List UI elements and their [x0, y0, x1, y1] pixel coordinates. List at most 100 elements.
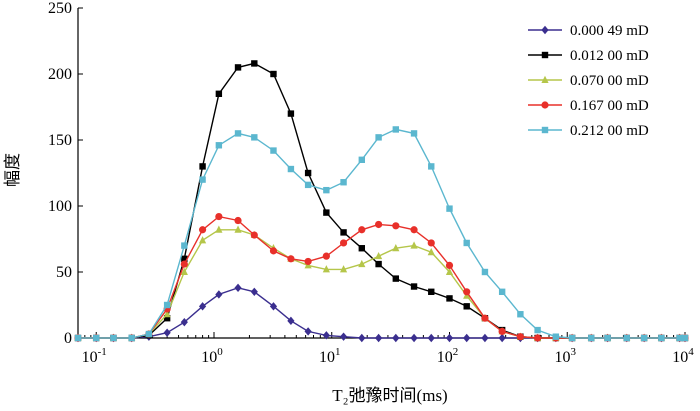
- data-point: [287, 165, 295, 173]
- legend-item: 0.012 00 mD: [528, 48, 649, 64]
- data-point: [410, 241, 418, 249]
- data-point: [481, 268, 489, 276]
- data-point: [481, 333, 489, 343]
- legend-item: 0.000 49 mD: [528, 23, 649, 39]
- data-point: [234, 283, 242, 293]
- data-point: [287, 316, 295, 326]
- data-point: [533, 334, 542, 342]
- series-4: [74, 212, 689, 342]
- data-point: [322, 252, 330, 260]
- y-axis-title: 幅度: [3, 153, 22, 187]
- data-point: [93, 334, 100, 342]
- data-point: [463, 303, 470, 310]
- data-point: [392, 244, 400, 252]
- data-point: [481, 314, 489, 322]
- legend-label: 0.212 00 mD: [570, 123, 649, 139]
- data-point: [181, 242, 188, 249]
- y-tick-label: 0: [64, 330, 72, 347]
- data-point: [428, 288, 435, 295]
- x-tick-base: 10: [82, 349, 98, 366]
- data-point: [270, 147, 277, 154]
- data-point: [198, 236, 207, 244]
- data-point: [445, 261, 454, 269]
- series-5: [74, 126, 689, 342]
- legend-marker: [541, 101, 549, 109]
- x-tick-label: 10-1: [82, 346, 107, 366]
- data-point: [269, 302, 278, 311]
- data-point: [163, 328, 171, 337]
- x-tick-base: 10: [672, 349, 688, 366]
- x-tick-label: 102: [437, 346, 459, 366]
- data-point: [681, 334, 689, 342]
- data-point: [676, 334, 683, 342]
- x-tick-base: 10: [554, 349, 570, 366]
- data-point: [322, 265, 330, 273]
- data-point: [604, 334, 611, 342]
- y-tick-label: 150: [48, 132, 72, 149]
- data-point: [163, 315, 171, 322]
- data-point: [339, 239, 348, 247]
- data-point: [163, 310, 171, 318]
- data-point: [498, 327, 506, 335]
- data-point: [392, 222, 400, 230]
- data-point: [270, 70, 277, 78]
- x-tick-label: 104: [672, 346, 694, 366]
- data-point: [339, 332, 348, 341]
- data-point: [410, 130, 418, 137]
- y-tick-label: 200: [48, 66, 72, 83]
- x-tick-exponent: 4: [688, 346, 694, 358]
- legend-marker: [541, 75, 549, 83]
- data-point: [234, 225, 242, 233]
- x-tick-base: 10: [437, 349, 453, 366]
- legend-label: 0.012 00 mD: [570, 48, 649, 64]
- x-tick-exponent: 2: [453, 346, 459, 358]
- data-point: [215, 290, 223, 299]
- y-tick-label: 250: [48, 0, 72, 17]
- data-point: [588, 334, 595, 342]
- data-point: [180, 317, 188, 327]
- data-point: [358, 333, 366, 343]
- data-point: [358, 259, 366, 268]
- series-3: [74, 225, 689, 341]
- legend-item: 0.212 00 mD: [528, 123, 649, 139]
- data-point: [340, 229, 347, 236]
- x-tick-base: 10: [319, 349, 335, 366]
- data-point: [375, 251, 383, 260]
- legend-marker: [541, 51, 549, 59]
- data-point: [375, 333, 383, 343]
- data-point: [498, 333, 506, 343]
- data-point: [552, 333, 560, 340]
- data-point: [516, 333, 524, 341]
- data-point: [446, 205, 453, 212]
- data-point: [392, 126, 400, 133]
- data-point: [445, 267, 454, 275]
- legend-marker: [541, 126, 549, 134]
- data-point: [304, 257, 312, 266]
- data-point: [180, 260, 188, 268]
- legend-label: 0.000 49 mD: [570, 23, 649, 39]
- data-point: [322, 331, 330, 340]
- data-point: [145, 330, 153, 338]
- series-line: [78, 229, 685, 339]
- x-tick-exponent: 3: [570, 346, 576, 358]
- x-axis: 10-1 100 101 102 103 104: [77, 332, 694, 366]
- x-tick-exponent: 1: [335, 346, 341, 358]
- data-point: [181, 255, 188, 262]
- x-tick-label: 101: [319, 346, 341, 366]
- x-tick-exponent: 0: [217, 346, 223, 358]
- data-point: [640, 334, 648, 342]
- data-point: [74, 334, 82, 342]
- data-point: [463, 333, 471, 343]
- x-tick-label: 100: [201, 346, 223, 366]
- data-point: [358, 226, 366, 234]
- data-point: [215, 212, 223, 221]
- data-point: [358, 156, 366, 163]
- data-point: [269, 247, 278, 255]
- data-point: [463, 239, 470, 247]
- data-point: [304, 181, 312, 189]
- data-point: [304, 327, 312, 336]
- y-axis: 0 50 100 150 200 250: [48, 0, 83, 347]
- legend-label: 0.070 00 mD: [570, 73, 649, 89]
- data-point: [250, 287, 258, 296]
